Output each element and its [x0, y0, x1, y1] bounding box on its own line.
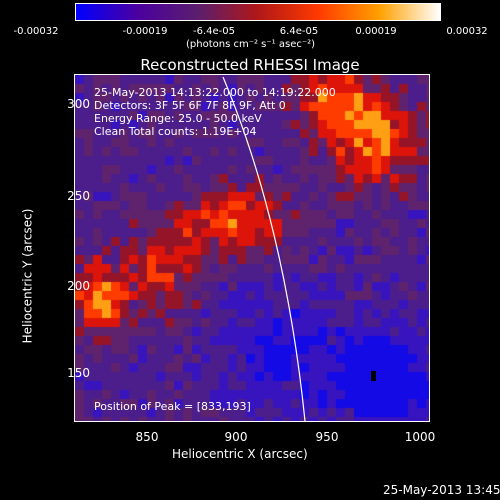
peak-position-text: Position of Peak = [833,193]	[94, 400, 251, 413]
timestamp: 25-May-2013 13:45	[383, 483, 500, 497]
limb-overlay	[222, 76, 376, 421]
y-tick-label: 250	[67, 189, 90, 203]
colorbar-tick-label: 6.4e-05	[279, 26, 319, 37]
plot-frame	[74, 74, 430, 422]
colorbar-tick-label: 0.00032	[446, 26, 488, 37]
x-tick-label: 950	[315, 430, 339, 444]
x-tick-label: 1000	[404, 430, 436, 444]
detectors-text: Detectors: 3F 5F 6F 7F 8F 9F, Att 0	[94, 99, 286, 112]
y-tick-label: 150	[67, 366, 90, 380]
colorbar-tick-label: -0.00019	[122, 26, 168, 37]
time-range-text: 25-May-2013 14:13:22.000 to 14:19:22.000	[94, 86, 336, 99]
colorbar-tick-label: 0.00019	[355, 26, 397, 37]
rhessi-heatmap	[75, 75, 429, 421]
x-tick-label: 900	[224, 430, 248, 444]
colorbar	[75, 3, 441, 21]
clean-counts-text: Clean Total counts: 1.19E+04	[94, 125, 257, 138]
energy-range-text: Energy Range: 25.0 - 50.0 keV	[94, 112, 262, 125]
y-tick-label: 300	[67, 97, 90, 111]
colorbar-tick-label: -0.00032	[13, 26, 59, 37]
x-axis-label: Heliocentric X (arcsec)	[172, 447, 308, 461]
image-title: Reconstructed RHESSI Image	[140, 56, 360, 74]
solar-limb-line	[222, 76, 306, 421]
colorbar-tick-label: -6.4e-05	[193, 26, 235, 37]
peak-marker	[371, 371, 376, 381]
colorbar-units-label: (photons cm⁻² s⁻¹ asec⁻²)	[186, 39, 316, 50]
y-axis-label: Heliocentric Y (arcsec)	[20, 208, 35, 344]
y-tick-label: 200	[67, 279, 90, 293]
x-tick-label: 850	[135, 430, 159, 444]
